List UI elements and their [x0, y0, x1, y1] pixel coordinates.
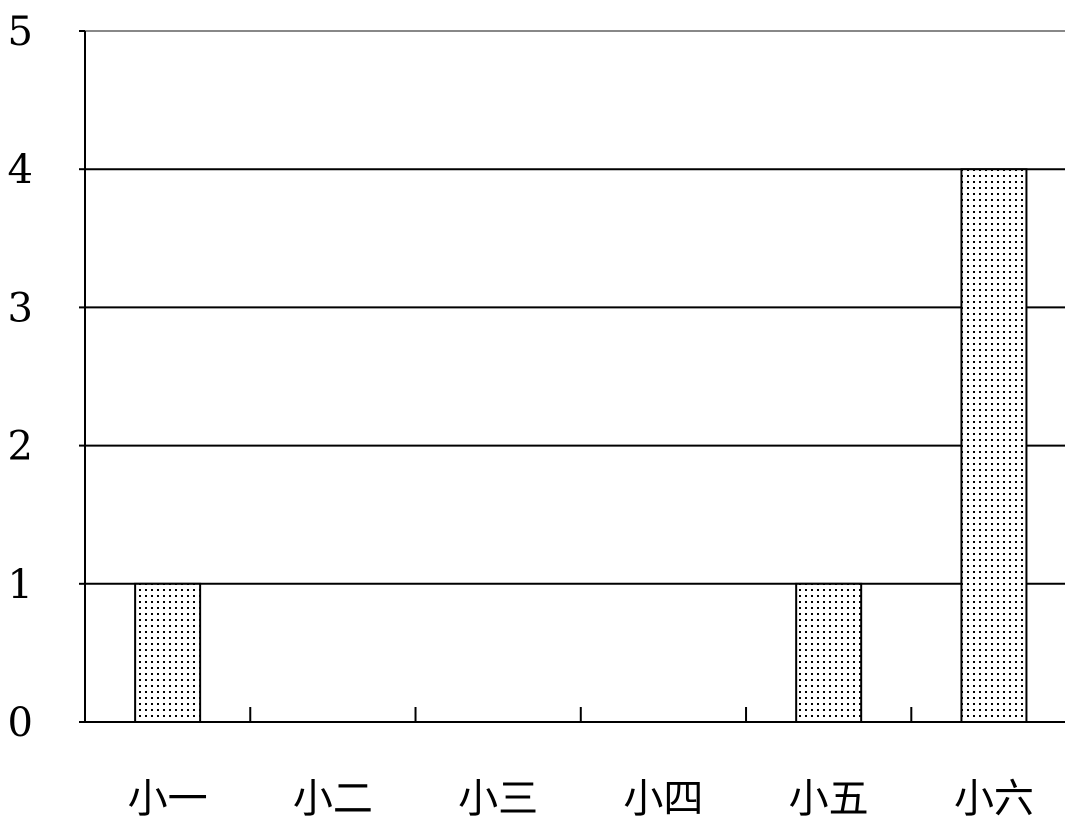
axes [79, 30, 1065, 723]
y-tick-label: 0 [8, 700, 33, 746]
y-tick-label: 4 [8, 147, 33, 193]
x-tick-label: 小一 [128, 776, 208, 822]
y-tick-label: 1 [8, 562, 33, 608]
bars [134, 168, 1028, 723]
x-tick-label: 小三 [458, 776, 538, 822]
x-tick-label: 小四 [623, 776, 703, 822]
bar-6 [960, 168, 1028, 723]
y-tick-labels: 0 1 2 3 4 5 [8, 9, 33, 746]
x-tick-label: 小五 [789, 776, 869, 822]
y-tick-label: 2 [8, 424, 33, 470]
bar-5 [795, 582, 863, 723]
gridlines [85, 30, 1065, 585]
x-tick-label: 小二 [293, 776, 373, 822]
y-tick-label: 5 [8, 9, 33, 55]
bar-1 [134, 582, 202, 723]
x-tick-labels: 小一 小二 小三 小四 小五 小六 [128, 776, 1034, 822]
y-tick-label: 3 [8, 285, 33, 331]
x-tick-label: 小六 [954, 776, 1034, 822]
